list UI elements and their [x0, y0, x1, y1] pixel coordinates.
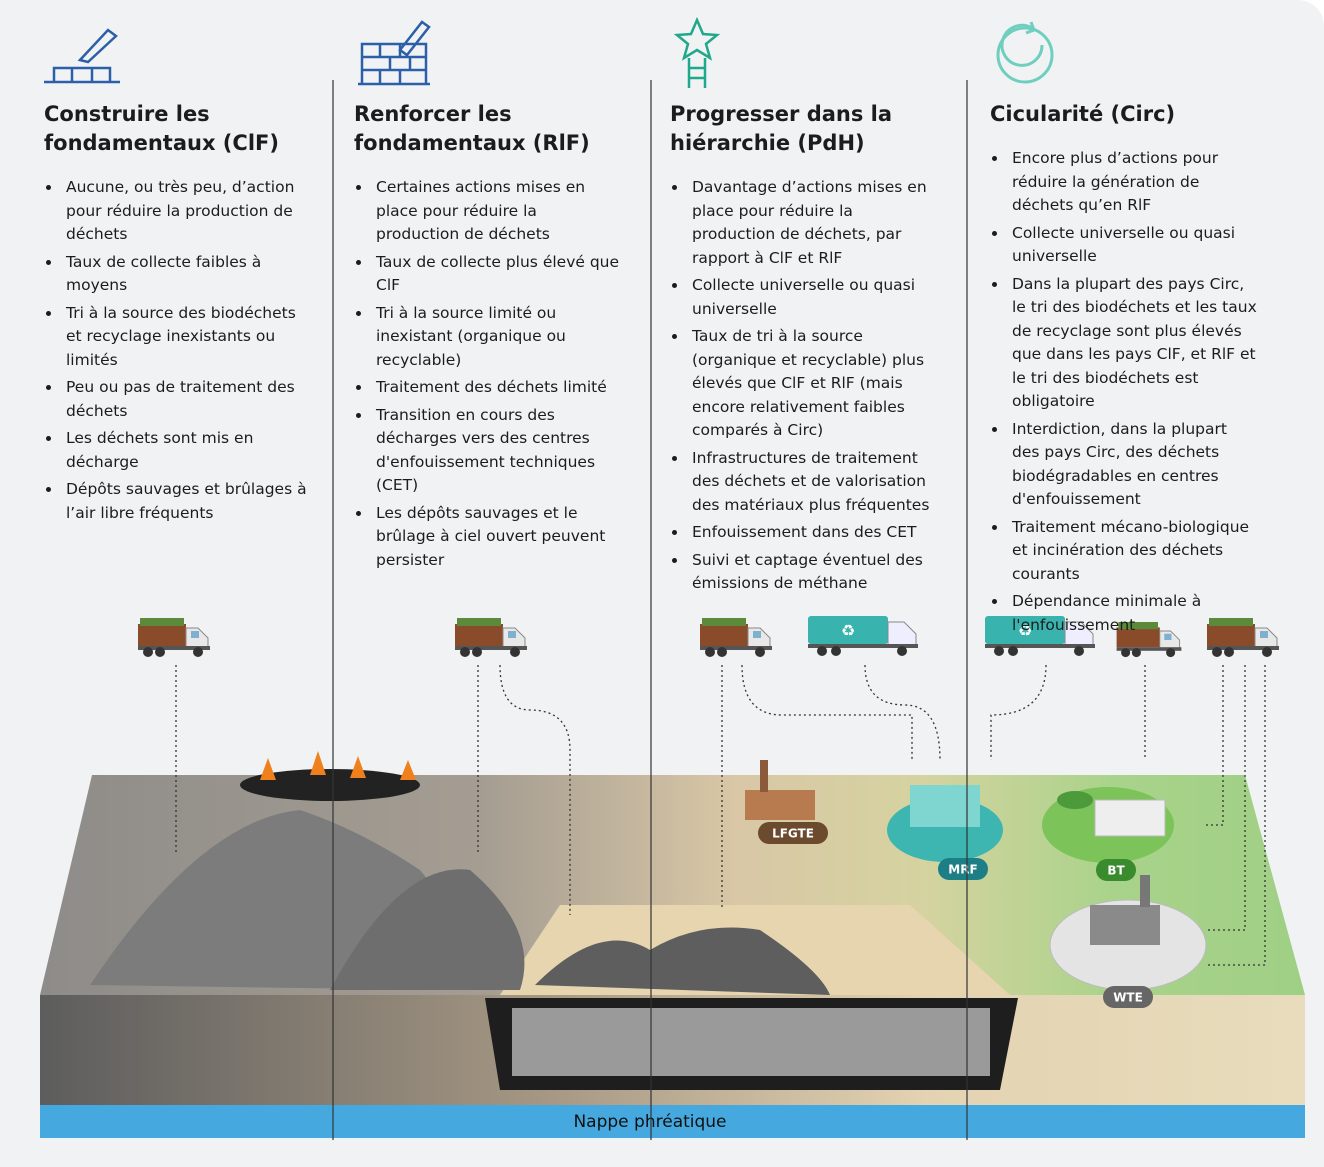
bullet: Taux de collecte plus élevé que ClF [372, 251, 622, 298]
mrf-plant [887, 785, 1003, 862]
bullet: Taux de tri à la source (organique et re… [688, 325, 938, 443]
column-title: Cicularité (Circ) [990, 102, 1176, 126]
wte-label: WTE [1113, 991, 1143, 1005]
bullet: Enfouissement dans des CET [688, 521, 938, 545]
column: Renforcer les fondamentaux (RlF) Certaine… [354, 100, 622, 576]
bullet: Certaines actions mises en place pour ré… [372, 176, 622, 247]
bullet: Traitement des déchets limité [372, 376, 622, 400]
bt-plant [1042, 787, 1174, 863]
fire [240, 751, 420, 801]
column-title: Renforcer les fondamentaux (RlF) [354, 102, 590, 155]
bullet: Suivi et captage éventuel des émissions … [688, 549, 938, 596]
bt-label: BT [1107, 864, 1125, 878]
bullet: Infrastructures de traitement des déchet… [688, 447, 938, 518]
bullet: Transition en cours des décharges vers d… [372, 404, 622, 498]
column: Cicularité (Circ) Encore plus d’actions p… [990, 100, 1258, 641]
bullet: Tri à la source des biodéchets et recycl… [62, 302, 312, 373]
truck [138, 618, 210, 658]
recycling-truck [808, 615, 918, 657]
bullet: Interdiction, dans la plupart des pays C… [1008, 418, 1258, 512]
label-pill [758, 822, 828, 844]
label-pill [1096, 859, 1136, 881]
lfgte-label: LFGTE [772, 827, 814, 841]
column-title: Progresser dans la hiérarchie (PdH) [670, 102, 893, 155]
truck [700, 618, 772, 658]
column: Construire les fondamentaux (ClF) Aucune,… [44, 100, 312, 529]
bullet-list: Encore plus d’actions pour réduire la gé… [990, 147, 1258, 637]
icon-reinforce [358, 20, 431, 86]
dump-pile [330, 869, 525, 990]
label-pill [1103, 986, 1153, 1008]
bullet-list: Aucune, ou très peu, d’action pour rédui… [44, 176, 312, 525]
bullet: Collecte universelle ou quasi universell… [688, 274, 938, 321]
wte-plant [1049, 875, 1207, 991]
bullet: Peu ou pas de traitement des déchets [62, 376, 312, 423]
bullet: Les déchets sont mis en décharge [62, 427, 312, 474]
icon-build [44, 28, 120, 84]
bullet: Tri à la source limité ou inexistant (or… [372, 302, 622, 373]
column-title: Construire les fondamentaux (ClF) [44, 102, 279, 155]
groundwater-label: Nappe phréatique [573, 1112, 726, 1132]
bullet: Dépôts sauvages et brûlages à l’air libr… [62, 478, 312, 525]
bullet: Traitement mécano-biologique et incinéra… [1008, 516, 1258, 587]
truck [455, 618, 527, 658]
icon-circular [996, 21, 1054, 84]
bullet: Les dépôts sauvages et le brûlage à ciel… [372, 502, 622, 573]
column: Progresser dans la hiérarchie (PdH) Davan… [670, 100, 938, 600]
bullet-list: Certaines actions mises en place pour ré… [354, 176, 622, 572]
bullet: Dans la plupart des pays Circ, le tri de… [1008, 273, 1258, 414]
bullet: Encore plus d’actions pour réduire la gé… [1008, 147, 1258, 218]
groundwater [40, 1105, 1305, 1138]
mrf-label: MRF [948, 863, 977, 877]
flow-arrows [175, 664, 1266, 966]
column-dividers [332, 80, 968, 1140]
lfgte-plant [745, 760, 815, 820]
bullet: Collecte universelle ou quasi universell… [1008, 222, 1258, 269]
landfill-waste [512, 1008, 990, 1076]
bullet: Davantage d’actions mises en place pour … [688, 176, 938, 270]
bullet: Taux de collecte faibles à moyens [62, 251, 312, 298]
label-pill [938, 858, 988, 880]
bullet-list: Davantage d’actions mises en place pour … [670, 176, 938, 596]
icon-progress [673, 16, 721, 88]
landfill-pile [535, 927, 830, 995]
bullet: Dépendance minimale à l'enfouissement [1008, 590, 1258, 637]
bullet: Aucune, ou très peu, d’action pour rédui… [62, 176, 312, 247]
